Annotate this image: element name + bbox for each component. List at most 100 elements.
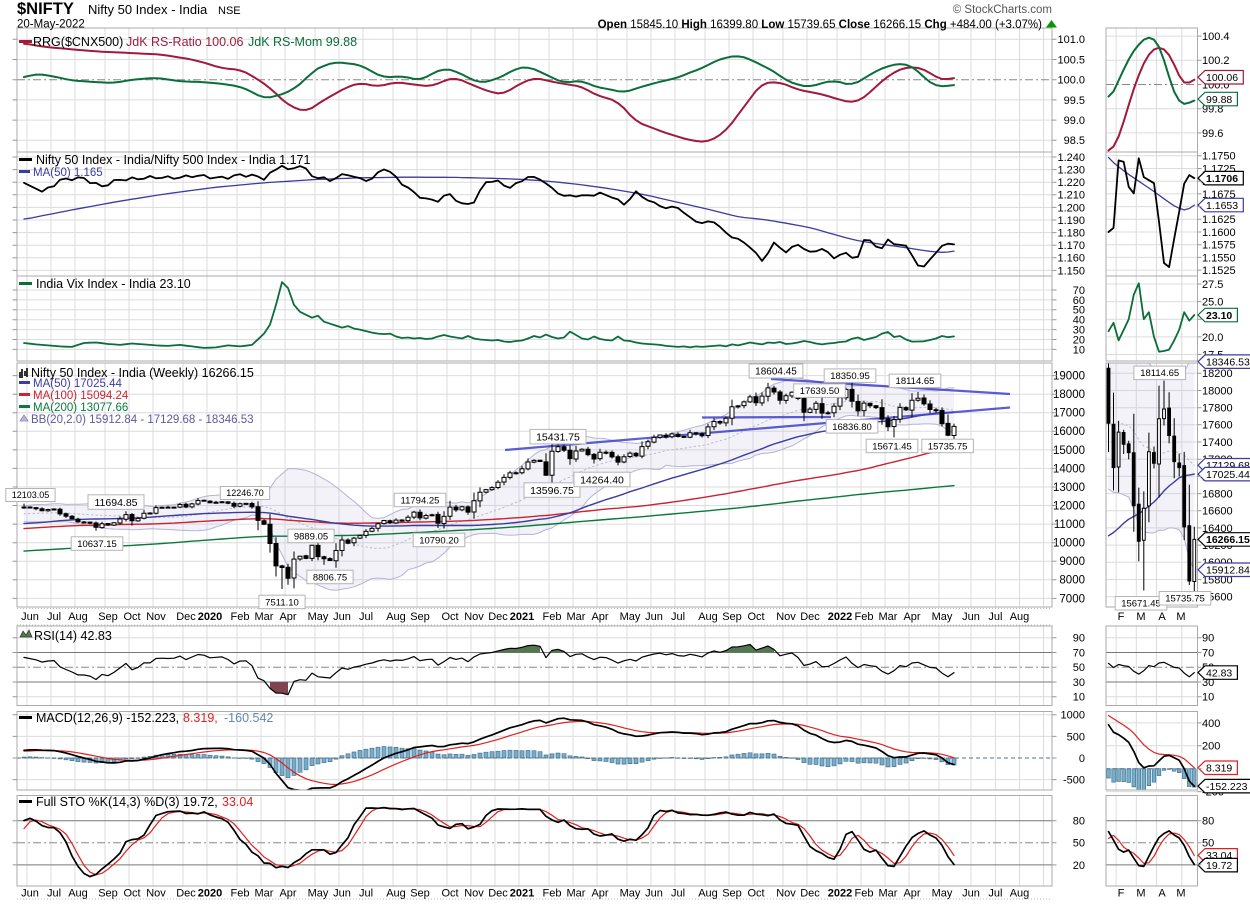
svg-text:Mar: Mar xyxy=(255,611,274,623)
svg-text:1.220: 1.220 xyxy=(1057,177,1085,189)
svg-text:15671.45: 15671.45 xyxy=(1121,599,1161,610)
svg-text:Dec: Dec xyxy=(176,888,196,900)
svg-text:16400: 16400 xyxy=(1202,523,1233,535)
svg-text:1.1575: 1.1575 xyxy=(1202,240,1236,252)
svg-text:9000: 9000 xyxy=(1059,556,1085,568)
svg-text:Dec: Dec xyxy=(488,611,508,623)
svg-text:18000: 18000 xyxy=(1202,385,1233,397)
svg-text:Feb: Feb xyxy=(855,888,874,900)
svg-text:Jun: Jun xyxy=(21,611,39,623)
svg-text:F: F xyxy=(1118,611,1125,623)
svg-text:19000: 19000 xyxy=(1053,371,1085,383)
svg-text:23.10: 23.10 xyxy=(1206,310,1232,322)
svg-text:50: 50 xyxy=(1073,305,1085,317)
svg-text:Mar: Mar xyxy=(567,888,586,900)
svg-text:18346.53: 18346.53 xyxy=(1206,357,1250,369)
svg-text:Jun: Jun xyxy=(962,611,980,623)
svg-text:18114.65: 18114.65 xyxy=(896,376,935,387)
svg-text:Mar: Mar xyxy=(879,888,898,900)
svg-text:12246.70: 12246.70 xyxy=(226,488,264,498)
svg-text:India Vix Index - India 23.10: India Vix Index - India 23.10 xyxy=(36,277,191,291)
svg-text:Nov: Nov xyxy=(146,888,166,900)
svg-text:Apr: Apr xyxy=(279,888,296,900)
svg-text:Aug: Aug xyxy=(1010,611,1030,623)
svg-text:40: 40 xyxy=(1073,315,1085,327)
svg-text:$NIFTY: $NIFTY xyxy=(17,0,74,18)
svg-text:17000: 17000 xyxy=(1053,408,1085,420)
svg-text:BB(20,2.0) 15912.84 - 17129.68: BB(20,2.0) 15912.84 - 17129.68 - 18346.5… xyxy=(31,414,254,426)
svg-text:18000: 18000 xyxy=(1053,389,1085,401)
svg-text:12103.05: 12103.05 xyxy=(12,490,50,500)
svg-text:90: 90 xyxy=(1202,633,1214,645)
svg-text:70: 70 xyxy=(1202,647,1214,659)
svg-text:JdK RS-Ratio 100.06: JdK RS-Ratio 100.06 xyxy=(126,35,243,49)
svg-text:May: May xyxy=(308,888,329,900)
svg-text:Feb: Feb xyxy=(543,611,562,623)
svg-text:10: 10 xyxy=(1202,692,1214,704)
svg-text:10000: 10000 xyxy=(1053,538,1085,550)
svg-text:19.72: 19.72 xyxy=(1206,860,1232,872)
svg-text:27.5: 27.5 xyxy=(1202,279,1223,291)
svg-text:100.06: 100.06 xyxy=(1206,72,1238,84)
svg-text:1000: 1000 xyxy=(1061,710,1085,722)
svg-text:-500: -500 xyxy=(1063,775,1085,787)
svg-text:Apr: Apr xyxy=(279,611,296,623)
svg-text:Jun: Jun xyxy=(645,888,663,900)
svg-text:Apr: Apr xyxy=(591,611,608,623)
svg-text:7511.10: 7511.10 xyxy=(265,597,299,608)
svg-text:Nov: Nov xyxy=(464,611,484,623)
svg-text:Feb: Feb xyxy=(543,888,562,900)
svg-text:1.180: 1.180 xyxy=(1057,228,1085,240)
svg-text:30: 30 xyxy=(1073,325,1085,337)
svg-text:Mar: Mar xyxy=(255,888,274,900)
svg-text:-152.223: -152.223 xyxy=(1206,781,1248,793)
svg-text:A: A xyxy=(1158,888,1166,900)
svg-text:1.1625: 1.1625 xyxy=(1202,214,1236,226)
svg-text:18604.45: 18604.45 xyxy=(755,367,797,378)
svg-text:98.5: 98.5 xyxy=(1064,135,1085,147)
svg-text:15800: 15800 xyxy=(1202,574,1233,586)
svg-text:11794.25: 11794.25 xyxy=(401,495,440,506)
svg-text:18350.95: 18350.95 xyxy=(830,371,870,382)
svg-text:8806.75: 8806.75 xyxy=(313,572,347,583)
svg-text:20-May-2022: 20-May-2022 xyxy=(17,19,85,31)
svg-text:60: 60 xyxy=(1073,295,1085,307)
svg-text:17639.50: 17639.50 xyxy=(800,386,840,397)
svg-text:JdK RS-Mom 99.88: JdK RS-Mom 99.88 xyxy=(248,35,357,49)
svg-text:1.210: 1.210 xyxy=(1057,190,1085,202)
svg-text:30: 30 xyxy=(1202,677,1214,689)
svg-text:Feb: Feb xyxy=(231,611,250,623)
svg-text:Dec: Dec xyxy=(488,888,508,900)
svg-text:Sep: Sep xyxy=(410,611,430,623)
svg-text:Feb: Feb xyxy=(855,611,874,623)
svg-text:2022: 2022 xyxy=(828,888,852,900)
svg-text:May: May xyxy=(932,611,953,623)
svg-text:80: 80 xyxy=(1073,816,1085,828)
svg-text:100.4: 100.4 xyxy=(1202,31,1230,43)
svg-text:Open 15845.10 High 16399.80 Lo: Open 15845.10 High 16399.80 Low 15739.65… xyxy=(598,19,1043,31)
svg-text:Jul: Jul xyxy=(359,611,373,623)
svg-text:Aug: Aug xyxy=(386,888,406,900)
svg-text:20: 20 xyxy=(1073,334,1085,346)
svg-text:Sep: Sep xyxy=(410,888,430,900)
svg-text:MA(50) 17025.44: MA(50) 17025.44 xyxy=(33,378,122,390)
svg-text:Dec: Dec xyxy=(800,888,820,900)
svg-text:500: 500 xyxy=(1067,731,1085,743)
svg-text:2022: 2022 xyxy=(828,611,852,623)
svg-text:10790.20: 10790.20 xyxy=(419,535,459,546)
svg-text:May: May xyxy=(620,888,641,900)
svg-text:50: 50 xyxy=(1073,662,1085,674)
svg-text:16000: 16000 xyxy=(1053,426,1085,438)
svg-text:Nov: Nov xyxy=(464,888,484,900)
svg-text:20.0: 20.0 xyxy=(1202,332,1223,344)
svg-text:Apr: Apr xyxy=(903,611,920,623)
svg-text:16266.15: 16266.15 xyxy=(1206,534,1250,546)
svg-text:MA(100) 15094.24: MA(100) 15094.24 xyxy=(33,390,129,402)
svg-text:-160.542: -160.542 xyxy=(224,711,273,725)
svg-text:Oct: Oct xyxy=(747,888,764,900)
svg-text:7000: 7000 xyxy=(1059,593,1085,605)
svg-text:Jun: Jun xyxy=(21,888,39,900)
svg-text:17400: 17400 xyxy=(1202,437,1233,449)
svg-text:May: May xyxy=(308,611,329,623)
svg-text:1.1600: 1.1600 xyxy=(1202,227,1236,239)
